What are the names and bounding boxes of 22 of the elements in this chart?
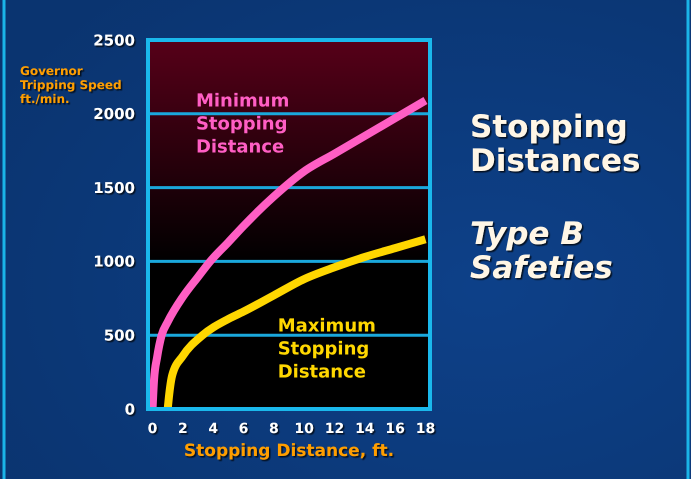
x-tick-label: 12	[324, 421, 344, 437]
text: Stopping Distances	[470, 109, 640, 179]
y-tick-label: 500	[104, 326, 135, 344]
x-tick-label: 2	[178, 421, 188, 437]
series-label: Maximum Stopping Distance	[278, 316, 376, 383]
x-tick-label: 14	[355, 421, 375, 437]
y-axis-title: Governor Tripping Speed ft./min.	[20, 64, 122, 106]
y-tick-label: 2500	[93, 31, 135, 50]
x-tick-label: 4	[208, 421, 218, 437]
y-tick-label: 1500	[93, 178, 135, 197]
x-axis-title: Stopping Distance, ft.	[184, 441, 394, 461]
x-tick-label: 10	[294, 421, 314, 437]
x-tick-label: 0	[148, 421, 158, 437]
x-tick-label: 16	[385, 421, 405, 437]
text: Type B Safeties	[470, 216, 613, 286]
series-label: Minimum Stopping Distance	[196, 90, 290, 158]
x-tick-label: 8	[268, 421, 279, 437]
y-tick-label: 1000	[93, 252, 135, 271]
y-tick-label: 0	[124, 400, 135, 418]
x-tick-label: 18	[416, 421, 436, 437]
x-tick-label: 6	[238, 421, 248, 437]
y-tick-label: 2000	[93, 105, 135, 124]
